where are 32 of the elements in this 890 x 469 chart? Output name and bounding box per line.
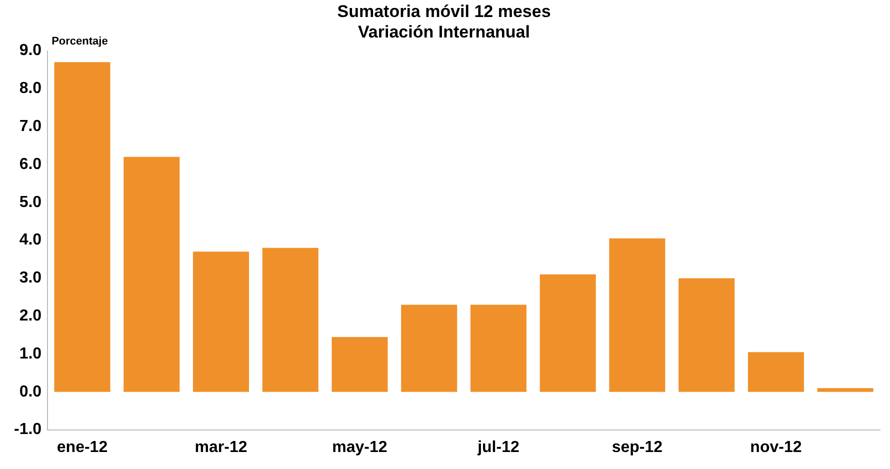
y-tick-label: 0.0 [19,383,42,400]
bar [332,336,388,392]
bar [192,252,249,392]
x-tick-label: sep-12 [612,438,663,456]
bar [748,352,804,392]
y-tick-label: 7.0 [19,118,42,136]
bar [262,248,318,392]
y-tick-label: 3.0 [19,270,42,287]
bar [678,278,735,392]
bar [817,388,874,392]
bar [540,274,596,392]
y-tick-label: 1.0 [19,345,42,362]
bar [124,156,180,392]
x-tick-label: jul-12 [476,438,520,456]
x-tick-label: nov-12 [750,438,802,456]
bar [470,304,526,392]
x-tick-label: mar-12 [194,438,248,456]
y-tick-label: 6.0 [19,156,42,173]
y-tick-label: 8.0 [19,80,42,98]
y-tick-label: -1.0 [14,421,42,438]
text: Variación Internanual [358,22,530,42]
x-tick-label: ene-12 [56,438,108,456]
y-tick-label: 9.0 [19,42,42,60]
y-tick-label: 5.0 [19,194,42,211]
y-axis-title: Porcentaje [52,35,108,48]
bar [54,62,110,392]
y-tick-label: 4.0 [19,232,42,249]
bar [609,238,666,392]
y-tick-label: 2.0 [19,308,42,325]
x-tick-label: may-12 [332,438,388,456]
text: Sumatoria móvil 12 meses [337,2,551,21]
bar [401,304,458,392]
